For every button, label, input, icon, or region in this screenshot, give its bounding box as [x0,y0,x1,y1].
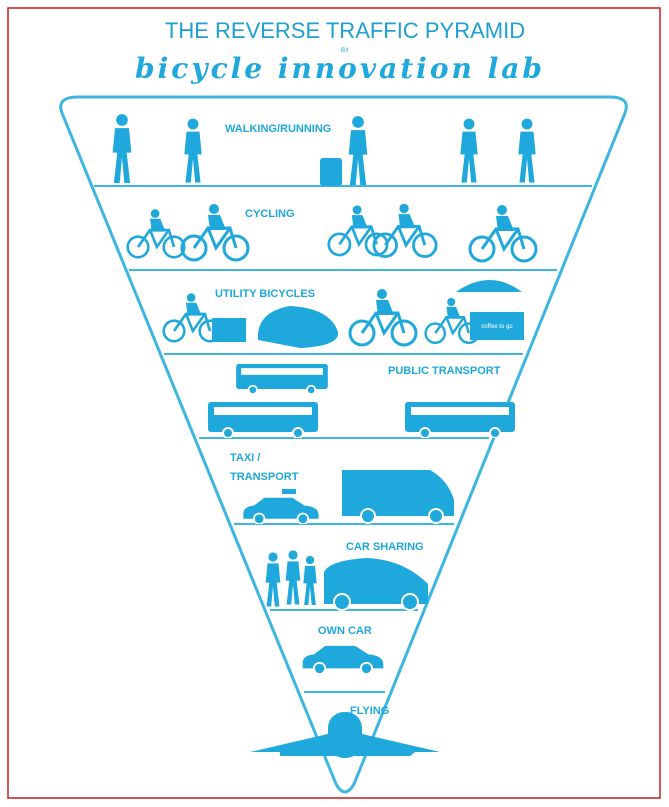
icon-shape [334,594,350,610]
frame [8,8,660,798]
icon-shape [212,318,246,342]
layer-label: UTILITY BICYCLES [215,288,315,300]
icon-shape [361,509,375,523]
layer-label: CYCLING [245,208,295,220]
icon-shape [429,509,443,523]
icon-shape [282,489,296,494]
icon-shape [402,594,418,610]
brand: bicycle innovation lab [135,52,545,85]
title: THE REVERSE TRAFFIC PYRAMID [165,18,525,43]
layer-label: TRANSPORT [230,471,299,483]
layer-label: TAXI / [230,452,260,464]
layer-label: FLYING [350,705,389,717]
layer-label: WALKING/RUNNING [225,123,331,135]
layer-label: OWN CAR [318,625,372,637]
cart-text: coffee to go [481,324,513,330]
layer-label: PUBLIC TRANSPORT [388,365,501,377]
layer-label: CAR SHARING [346,541,424,553]
icon-shape [320,158,342,186]
infographic: THE REVERSE TRAFFIC PYRAMID BY bicycle i… [0,0,669,807]
